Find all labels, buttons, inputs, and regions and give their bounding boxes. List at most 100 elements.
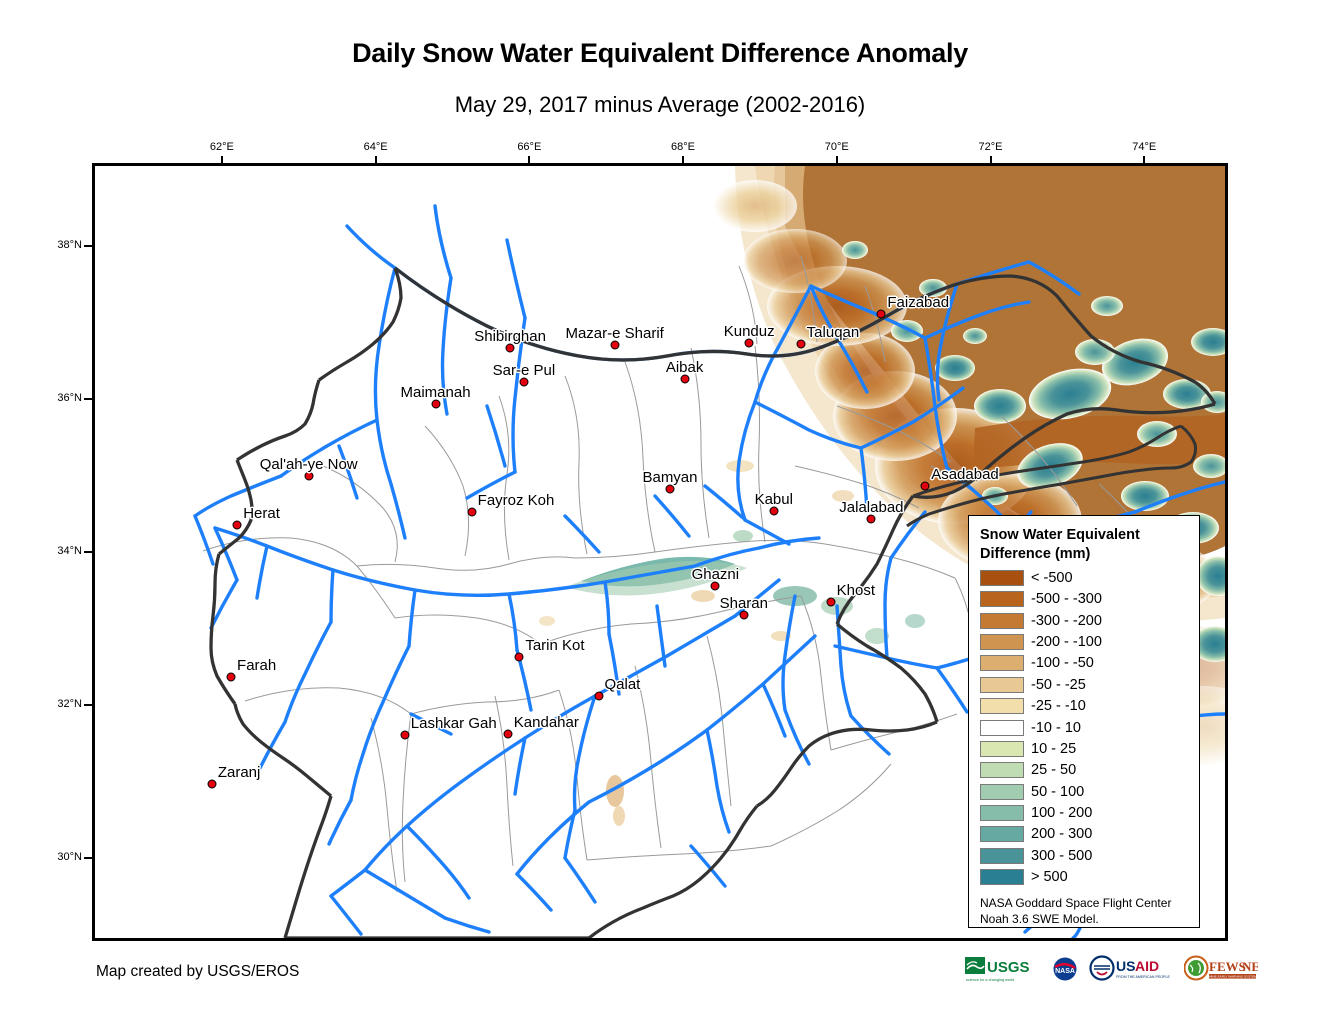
latitude-tick-label: 32°N xyxy=(57,697,82,710)
legend-row: -100 - -50 xyxy=(980,653,1199,674)
legend-label: -25 - -10 xyxy=(1031,698,1086,715)
city-label: Kunduz xyxy=(723,323,775,341)
longitude-tick-mark xyxy=(374,156,377,165)
nasa-logo-icon: NASA xyxy=(1053,957,1077,981)
latitude-tick-label: 34°N xyxy=(57,545,82,557)
legend-row: -200 - -100 xyxy=(980,631,1199,652)
legend-swatch xyxy=(980,655,1024,672)
legend-title-line2: Difference (mm) xyxy=(980,545,1091,562)
map-raster-layer xyxy=(95,166,1225,938)
city-label: Jalalabad xyxy=(839,499,904,517)
city-marker[interactable] xyxy=(519,377,529,387)
city-marker[interactable] xyxy=(431,399,441,409)
page-subtitle: May 29, 2017 minus Average (2002-2016) xyxy=(454,92,866,117)
legend-swatch xyxy=(980,740,1024,757)
city-marker[interactable] xyxy=(232,520,242,530)
city-label: Qalat xyxy=(604,675,641,693)
city-marker[interactable] xyxy=(866,514,876,524)
longitude-tick-mark xyxy=(1143,156,1146,165)
legend-label: < -500 xyxy=(1031,569,1073,586)
longitude-tick-mark xyxy=(220,156,223,165)
city-label: Zaranj xyxy=(217,764,261,782)
city-label: Maimanah xyxy=(400,384,471,402)
city-label: Taluqan xyxy=(806,324,860,342)
city-label: Kandahar xyxy=(513,713,579,731)
legend-label: -50 - -25 xyxy=(1031,676,1086,693)
city-label: Sharan xyxy=(719,595,768,613)
legend-swatch xyxy=(980,569,1024,586)
legend-swatch xyxy=(980,783,1024,800)
usgs-logo-icon: USGS science for a changing world xyxy=(965,957,1030,982)
legend-label: -300 - -200 xyxy=(1031,612,1102,629)
legend-source-line2: Noah 3.6 SWE Model. xyxy=(980,911,1099,926)
city-marker[interactable] xyxy=(769,506,779,516)
city-marker[interactable] xyxy=(514,652,524,662)
city-marker[interactable] xyxy=(207,779,217,789)
map-legend: Snow Water Equivalent Difference (mm) < … xyxy=(968,515,1200,928)
longitude-tick-mark xyxy=(682,156,685,165)
legend-row: 25 - 50 xyxy=(980,760,1199,781)
legend-row: -25 - -10 xyxy=(980,695,1199,716)
legend-row: 10 - 25 xyxy=(980,738,1199,759)
legend-swatch xyxy=(980,762,1024,779)
legend-source-line1: NASA Goddard Space Flight Center xyxy=(980,895,1172,910)
legend-label: > 500 xyxy=(1031,869,1068,886)
latitude-tick-mark xyxy=(84,703,93,706)
svg-text:US: US xyxy=(1116,958,1135,974)
city-marker[interactable] xyxy=(665,484,675,494)
city-label: Faizabad xyxy=(887,293,950,311)
legend-label: -200 - -100 xyxy=(1031,633,1102,650)
city-marker[interactable] xyxy=(505,343,515,353)
legend-row: 200 - 300 xyxy=(980,824,1199,845)
legend-row: > 500 xyxy=(980,867,1199,888)
longitude-tick-mark xyxy=(528,156,531,165)
city-marker[interactable] xyxy=(710,581,720,591)
legend-row: -50 - -25 xyxy=(980,674,1199,695)
city-marker[interactable] xyxy=(796,339,806,349)
legend-label: -10 - 10 xyxy=(1031,719,1081,736)
usaid-logo: US AID FROM THE AMERICAN PEOPLE xyxy=(1089,955,1175,983)
latitude-tick-mark xyxy=(84,245,93,248)
legend-label: -500 - -300 xyxy=(1031,591,1102,608)
city-label: Aibak xyxy=(665,359,704,377)
legend-label: 25 - 50 xyxy=(1031,762,1077,779)
city-label: Qal'ah-ye Now xyxy=(259,456,358,474)
svg-text:science for a changing world: science for a changing world xyxy=(966,978,1014,982)
city-marker[interactable] xyxy=(739,610,749,620)
legend-label: 100 - 200 xyxy=(1031,805,1093,822)
city-marker[interactable] xyxy=(304,471,314,481)
city-label: Herat xyxy=(243,505,280,523)
city-marker[interactable] xyxy=(876,309,886,319)
city-marker[interactable] xyxy=(610,340,620,350)
city-label: Bamyan xyxy=(642,469,698,487)
city-marker[interactable] xyxy=(920,481,930,490)
city-marker[interactable] xyxy=(826,597,836,607)
longitude-tick-mark xyxy=(989,156,992,165)
svg-text:NET: NET xyxy=(1242,959,1258,974)
city-marker[interactable] xyxy=(594,691,603,701)
longitude-tick-label: 62°E xyxy=(209,141,234,153)
city-label: Mazar-e Sharif xyxy=(565,324,664,342)
latitude-tick-label: 30°N xyxy=(57,850,82,863)
legend-row: 300 - 500 xyxy=(980,845,1199,866)
city-marker[interactable] xyxy=(467,507,477,517)
map-canvas[interactable]: Faizabad Kunduz Taluqan Mazar-e Sharif Shibi… xyxy=(95,166,1225,938)
city-marker[interactable] xyxy=(744,338,754,348)
legend-label: 50 - 100 xyxy=(1031,783,1085,800)
nasa-logo: NASA xyxy=(1050,955,1080,983)
svg-text:USGS: USGS xyxy=(987,959,1030,976)
legend-swatch xyxy=(980,869,1024,886)
legend-row: 100 - 200 xyxy=(980,802,1199,823)
city-marker[interactable] xyxy=(680,374,690,384)
province-boundaries xyxy=(202,255,1200,893)
svg-text:AID: AID xyxy=(1135,958,1159,974)
city-marker[interactable] xyxy=(226,672,236,682)
city-label: Khost xyxy=(836,582,875,600)
city-marker[interactable] xyxy=(503,729,513,739)
svg-text:FAMINE EARLY WARNING SYSTEMS: FAMINE EARLY WARNING SYSTEMS xyxy=(1205,975,1258,979)
legend-title-line1: Snow Water Equivalent xyxy=(980,527,1140,543)
legend-title: Snow Water Equivalent Difference (mm) xyxy=(980,526,1199,563)
svg-text:NASA: NASA xyxy=(1055,968,1075,975)
city-marker[interactable] xyxy=(400,730,410,740)
legend-swatch xyxy=(980,698,1024,715)
